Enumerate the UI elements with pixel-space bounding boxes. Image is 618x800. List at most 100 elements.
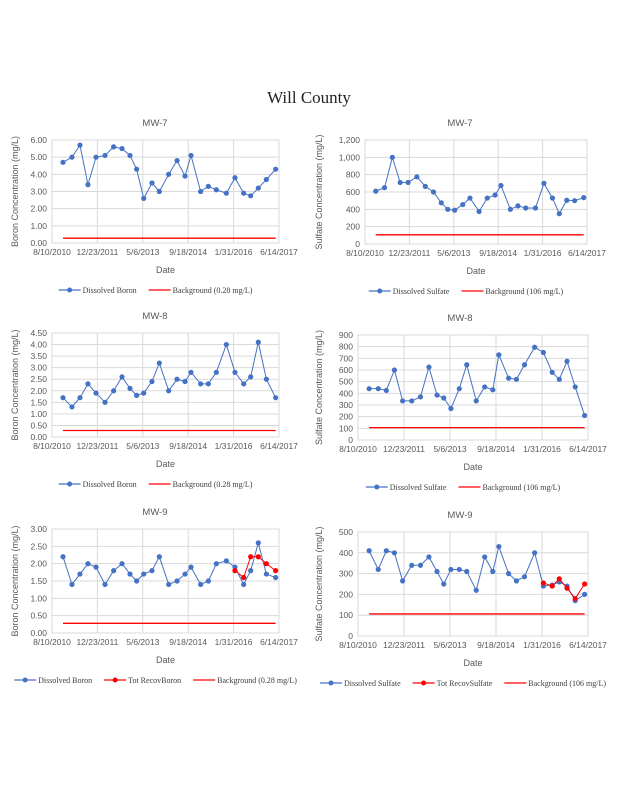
y-tick-label: 5.00 <box>30 152 47 162</box>
data-point <box>263 376 269 382</box>
x-axis-label: Date <box>463 658 482 668</box>
data-point <box>241 574 247 581</box>
data-point <box>572 384 578 390</box>
data-point <box>149 568 155 574</box>
data-point <box>134 166 140 172</box>
data-point <box>541 180 547 186</box>
data-point <box>460 201 466 208</box>
data-point <box>581 412 588 419</box>
data-point <box>134 578 140 584</box>
series-dissolved <box>366 344 588 419</box>
data-point <box>93 564 99 570</box>
legend: Dissolved Sulfate Tot RecovSulfate Backgro… <box>319 679 606 688</box>
data-point <box>498 182 504 189</box>
data-point <box>111 568 117 574</box>
data-point <box>564 358 570 364</box>
y-tick-label: 600 <box>339 365 353 375</box>
legend-item: Background (106 mg/L) <box>458 483 561 492</box>
data-point <box>248 374 254 380</box>
data-point <box>205 578 211 584</box>
data-point <box>223 558 229 564</box>
x-tick-label: 12/23/2011 <box>383 640 425 650</box>
legend-item: Dissolved Boron <box>58 480 137 489</box>
data-point <box>213 369 219 375</box>
y-axis-label: Boron Concentration (mg/L) <box>10 525 20 636</box>
data-point <box>119 145 125 152</box>
y-tick-label: 1,200 <box>339 135 361 145</box>
data-point <box>188 152 194 159</box>
x-tick-label: 6/14/2017 <box>260 637 298 647</box>
chart-title: MW-7 <box>447 118 472 129</box>
data-point <box>549 583 555 589</box>
data-point <box>77 571 83 577</box>
data-point <box>482 554 488 560</box>
series-dissolved <box>373 154 587 217</box>
data-point <box>60 395 66 401</box>
data-point <box>521 574 528 580</box>
legend-label: Background (106 mg/L) <box>528 679 606 688</box>
data-point <box>111 388 117 394</box>
y-tick-label: 300 <box>339 400 353 410</box>
data-point <box>77 142 83 148</box>
data-point <box>532 550 538 556</box>
data-point <box>166 388 172 394</box>
legend-label: Dissolved Boron <box>38 676 92 685</box>
data-point <box>467 195 473 201</box>
series-line <box>234 556 276 579</box>
y-tick-label: 2.50 <box>30 374 47 384</box>
data-point <box>182 571 188 577</box>
data-point <box>273 395 279 401</box>
y-tick-label: 3.00 <box>30 187 47 197</box>
data-point <box>438 200 444 206</box>
data-point <box>492 192 498 198</box>
data-point <box>513 376 520 382</box>
data-point <box>572 595 578 602</box>
data-point <box>532 205 539 211</box>
x-tick-label: 1/31/2016 <box>524 248 562 258</box>
data-point <box>506 375 512 381</box>
series-line <box>62 342 277 408</box>
legend-label: Dissolved Sulfate <box>390 483 447 492</box>
data-point <box>490 387 496 393</box>
x-tick-label: 8/10/2010 <box>339 444 377 454</box>
data-point <box>417 562 424 568</box>
plot-area <box>51 139 280 244</box>
data-point <box>263 561 269 567</box>
x-tick-label: 1/31/2016 <box>215 247 253 257</box>
y-tick-label: 3.50 <box>30 351 47 361</box>
x-tick-label: 12/23/2011 <box>76 637 118 647</box>
x-tick-label: 1/31/2016 <box>215 637 253 647</box>
chart-title: MW-8 <box>447 313 472 324</box>
y-axis-label: Sulfate Concentration (mg/L) <box>314 134 324 249</box>
legend-label: Dissolved Sulfate <box>393 287 450 296</box>
y-tick-label: 0 <box>355 239 360 249</box>
x-tick-label: 12/23/2011 <box>383 444 425 454</box>
data-point <box>521 362 528 368</box>
series-dissolved <box>60 540 279 588</box>
data-point <box>255 339 261 345</box>
data-point <box>174 578 180 584</box>
data-point <box>205 183 211 189</box>
legend: Dissolved Boron Background (0.28 mg/L) <box>58 286 253 295</box>
legend-item: Background (106 mg/L) <box>461 287 564 296</box>
data-point <box>409 398 415 404</box>
y-tick-label: 400 <box>346 204 360 214</box>
data-point <box>85 561 91 567</box>
data-point <box>409 562 415 568</box>
data-point <box>141 390 147 396</box>
x-tick-label: 1/31/2016 <box>215 441 253 451</box>
data-point <box>77 395 83 401</box>
y-tick-label: 500 <box>339 377 353 387</box>
legend-marker <box>328 680 334 686</box>
data-point <box>198 581 204 588</box>
data-point <box>255 540 261 546</box>
x-tick-label: 9/18/2014 <box>169 247 207 257</box>
y-tick-label: 1.00 <box>30 593 47 603</box>
data-point <box>581 195 587 201</box>
data-point <box>174 158 180 164</box>
chart-mw-5: MW-9 0 100 200 300 400 500 8/10/2010 12/23/2011 5… <box>314 510 607 688</box>
y-tick-label: 0.00 <box>30 238 47 248</box>
x-tick-label: 6/14/2017 <box>569 640 607 650</box>
data-point <box>60 159 66 165</box>
